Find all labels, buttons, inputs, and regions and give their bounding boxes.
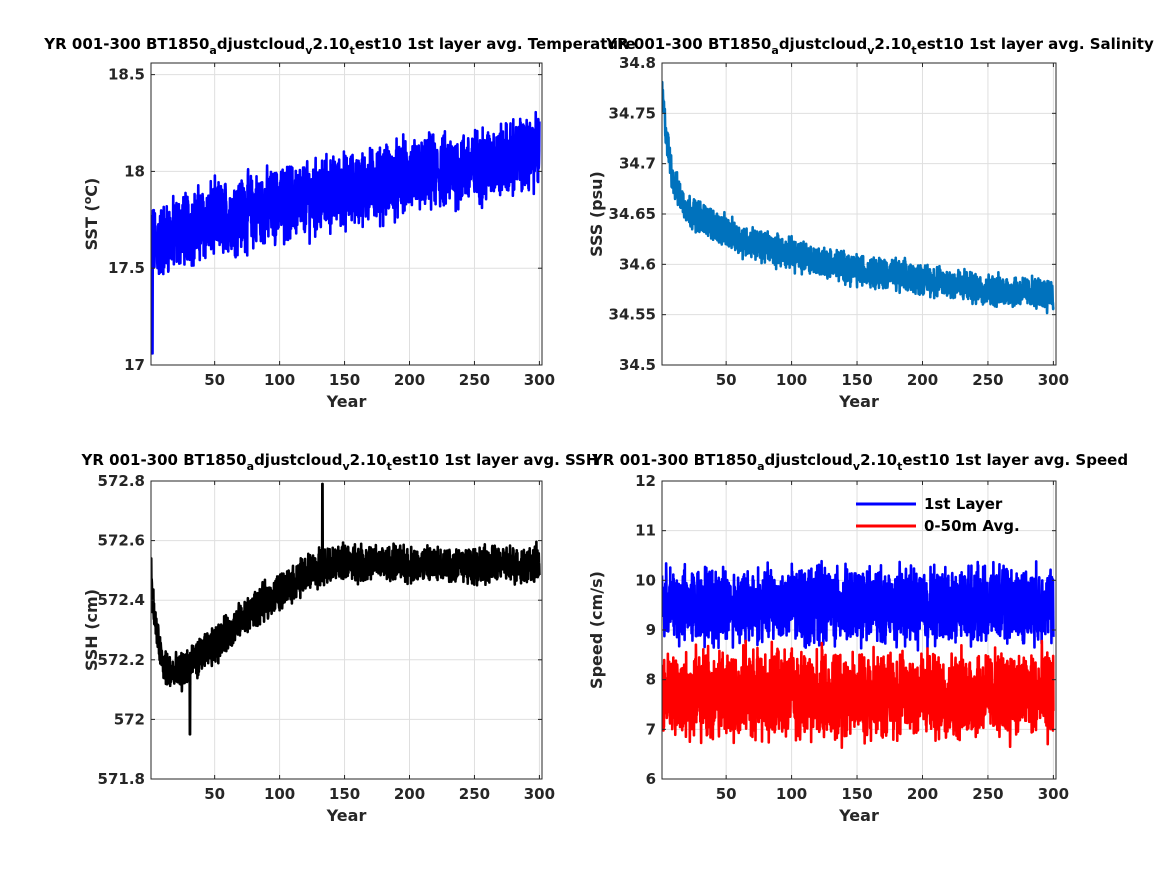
y-tick-label: 7 [646, 720, 656, 738]
x-tick-label: 300 [524, 785, 555, 803]
x-tick-label: 150 [329, 371, 360, 389]
x-tick-label: 200 [394, 785, 425, 803]
x-axis-label: Year [838, 392, 879, 411]
y-tick-label: 34.55 [609, 306, 656, 324]
x-tick-label: 100 [264, 371, 295, 389]
chart-panel-1: 50 100 150 200 250 300 17 17.5 18 18.5 Year SST (oC… [43, 35, 635, 411]
y-tick-label: 572 [114, 710, 145, 728]
series-line-1 [662, 559, 1055, 652]
x-tick-label: 300 [1038, 371, 1069, 389]
x-tick-label: 150 [329, 785, 360, 803]
y-tick-label: 8 [646, 671, 656, 689]
chart-title: YR 001-300 BT1850adjustcloudv2.10test10 … [43, 35, 635, 57]
y-tick-label: 17 [124, 356, 145, 374]
y-tick-label: 10 [635, 571, 656, 589]
x-tick-label: 250 [972, 371, 1003, 389]
chart-title: YR 001-300 BT1850adjustcloudv2.10test10 … [591, 451, 1128, 473]
y-tick-label: 572.2 [98, 651, 145, 669]
axes-box [150, 480, 543, 780]
y-tick-label: 12 [635, 472, 656, 490]
x-tick-label: 150 [841, 371, 872, 389]
series-line-1 [151, 482, 541, 736]
y-tick-label: 34.5 [619, 356, 656, 374]
y-tick-label: 572.8 [98, 472, 145, 490]
legend-label: 0-50m Avg. [924, 517, 1020, 535]
x-tick-label: 100 [264, 785, 295, 803]
x-axis-label: Year [838, 806, 879, 825]
x-tick-label: 300 [524, 371, 555, 389]
series-line-1 [662, 80, 1055, 315]
y-tick-label: 572.6 [98, 532, 145, 550]
x-axis-label: Year [326, 392, 367, 411]
x-tick-label: 250 [972, 785, 1003, 803]
x-tick-label: 250 [459, 785, 490, 803]
x-tick-label: 200 [907, 371, 938, 389]
x-tick-label: 50 [716, 785, 737, 803]
x-tick-label: 300 [1038, 785, 1069, 803]
y-axis-label: SSS (psu) [587, 171, 606, 257]
y-tick-label: 11 [635, 522, 656, 540]
x-tick-label: 50 [204, 785, 225, 803]
y-tick-label: 34.8 [619, 54, 656, 72]
chart-title: YR 001-300 BT1850adjustcloudv2.10test10 … [605, 35, 1154, 57]
y-axis-label: SSH (cm) [82, 589, 101, 671]
chart-panel-2: 50 100 150 200 250 300 34.5 34.55 34.6 34.65 34.7 3… [587, 35, 1154, 411]
x-tick-label: 50 [716, 371, 737, 389]
x-tick-label: 50 [204, 371, 225, 389]
plot-area [151, 481, 542, 779]
y-axis-label: SST (oC) [81, 178, 102, 251]
chart-panel-3: 50 100 150 200 250 300 571.8 572 572.2 572.4 572.6… [81, 451, 599, 825]
y-tick-label: 34.65 [609, 205, 656, 223]
y-tick-label: 34.75 [609, 104, 656, 122]
y-axis-label: Speed (cm/s) [587, 571, 606, 689]
x-tick-label: 100 [776, 371, 807, 389]
y-tick-label: 34.6 [619, 255, 656, 273]
x-tick-label: 150 [841, 785, 872, 803]
y-tick-label: 9 [646, 621, 656, 639]
y-tick-label: 17.5 [108, 259, 145, 277]
y-tick-label: 18.5 [108, 66, 145, 84]
y-tick-label: 571.8 [98, 770, 145, 788]
x-tick-label: 200 [394, 371, 425, 389]
legend-label: 1st Layer [924, 495, 1003, 513]
y-tick-label: 34.7 [619, 155, 656, 173]
y-tick-label: 572.4 [98, 591, 145, 609]
x-tick-label: 250 [459, 371, 490, 389]
x-tick-label: 200 [907, 785, 938, 803]
y-tick-label: 6 [646, 770, 656, 788]
chart-title: YR 001-300 BT1850adjustcloudv2.10test10 … [81, 451, 599, 473]
y-tick-label: 18 [124, 162, 145, 180]
series-line-2 [662, 639, 1055, 749]
chart-panel-4: 50 100 150 200 250 300 6 7 8 9 10 11 12 Year Speed (cm… [587, 451, 1128, 825]
axes-box [150, 62, 543, 366]
series-line-1 [151, 110, 541, 355]
x-axis-label: Year [326, 806, 367, 825]
x-tick-label: 100 [776, 785, 807, 803]
legend: 1st Layer 0-50m Avg. [856, 495, 1020, 535]
